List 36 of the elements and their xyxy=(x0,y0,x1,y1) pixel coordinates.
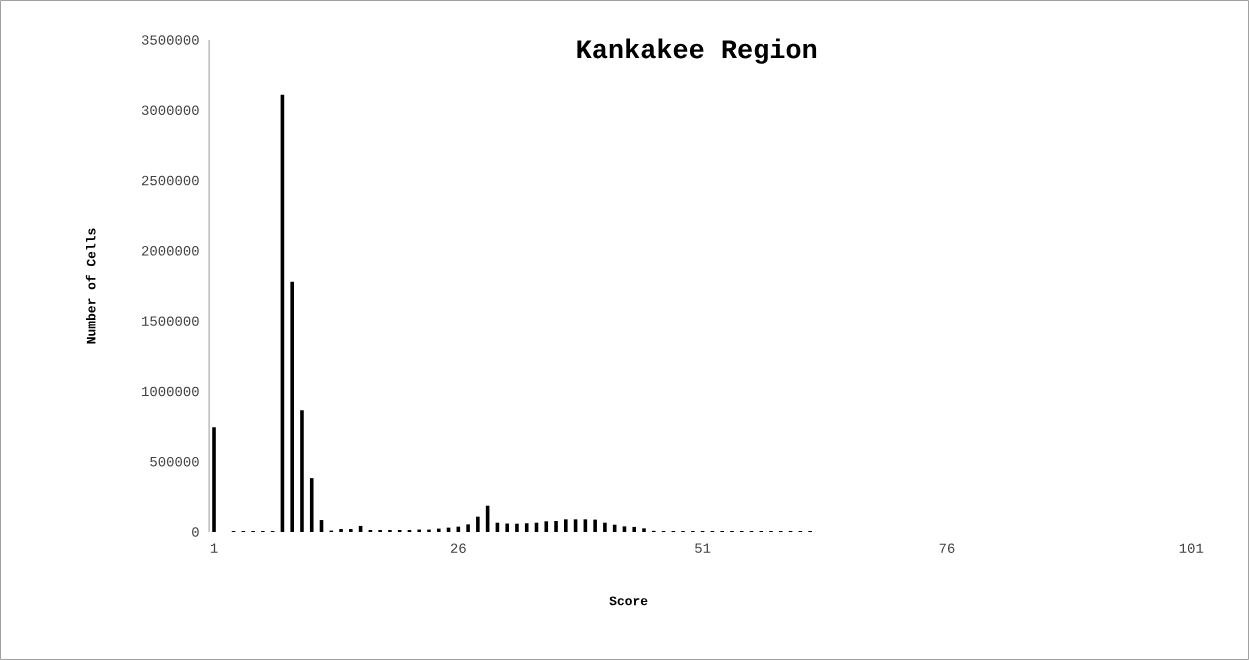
bar xyxy=(622,526,627,532)
bar xyxy=(544,521,549,532)
x-tick-label: 51 xyxy=(695,543,711,553)
y-tick-label: 2500000 xyxy=(142,175,199,186)
y-tick-label: 500000 xyxy=(150,456,199,467)
x-tick-label: 101 xyxy=(1179,543,1204,553)
bar xyxy=(642,528,646,532)
y-tick-label: 1000000 xyxy=(142,386,199,397)
bar xyxy=(554,521,558,532)
x-tick-label: 26 xyxy=(450,543,466,553)
bar xyxy=(632,526,637,532)
bar xyxy=(593,519,597,532)
bar xyxy=(524,523,529,532)
bar xyxy=(339,529,343,532)
x-tick-label: 1 xyxy=(210,543,218,553)
bar xyxy=(564,519,568,532)
bar xyxy=(300,410,304,532)
y-axis-title: Number of Cells xyxy=(85,228,96,344)
y-tick-label: 1500000 xyxy=(142,316,199,326)
bar xyxy=(466,524,470,532)
y-tick-label: 3500000 xyxy=(141,35,199,45)
y-tick-label: 2000000 xyxy=(142,246,199,256)
bar xyxy=(212,427,216,532)
bar xyxy=(476,516,480,532)
bar xyxy=(436,528,441,532)
bar xyxy=(290,281,294,532)
bar xyxy=(515,523,519,532)
y-tick-label: 3000000 xyxy=(141,105,199,116)
bar xyxy=(505,523,509,532)
bar xyxy=(309,478,314,532)
x-axis-title: Score xyxy=(609,596,648,606)
y-tick-label: 0 xyxy=(192,527,199,537)
chart-title: Kankakee Region xyxy=(577,38,817,64)
bar xyxy=(349,529,353,532)
x-tick-label: 76 xyxy=(939,543,955,553)
bar xyxy=(603,522,607,532)
